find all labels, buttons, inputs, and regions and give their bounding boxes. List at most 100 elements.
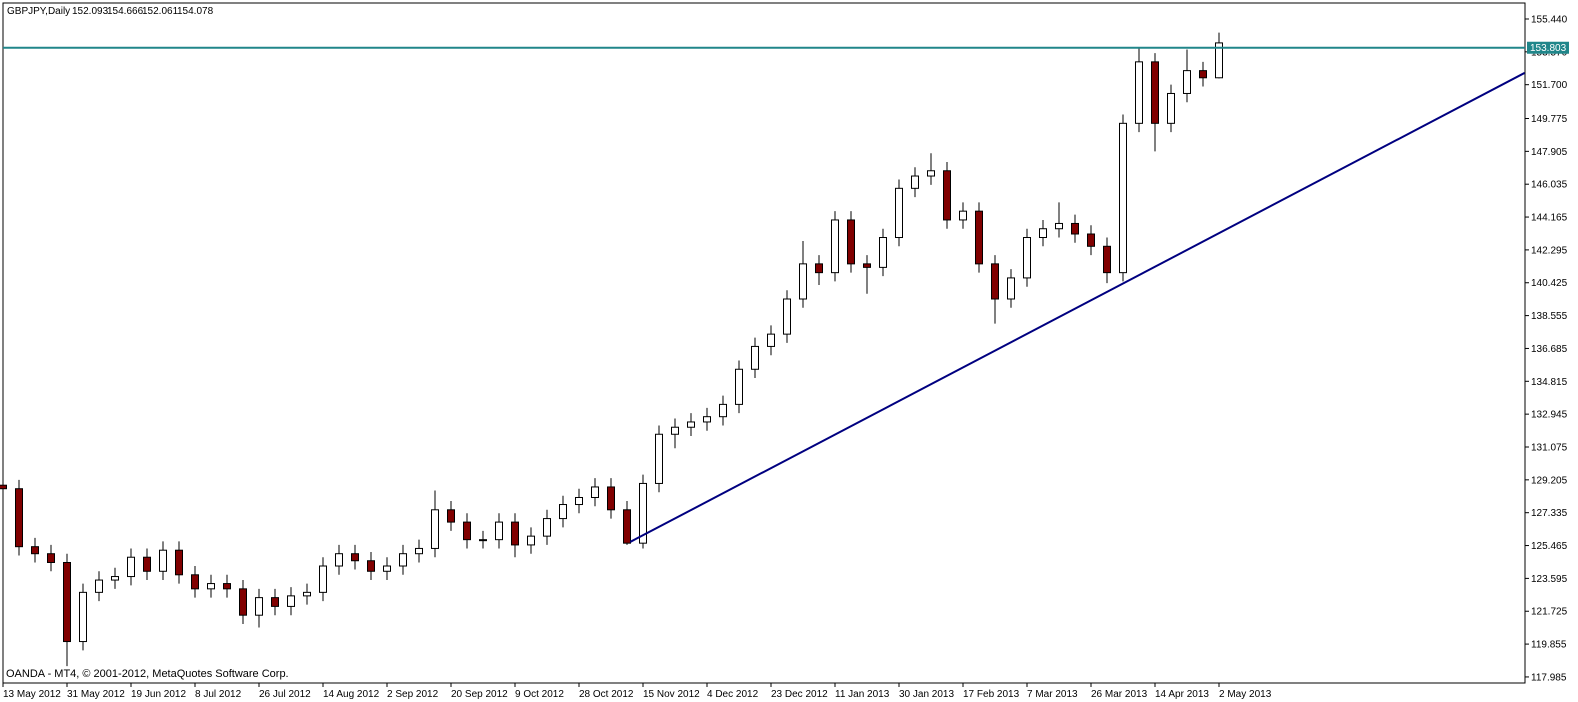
level-label-box — [1527, 41, 1569, 54]
candle-body — [831, 219, 839, 274]
candle-body — [975, 210, 983, 265]
candle-body — [399, 553, 407, 567]
y-tick-label: 147.905 — [1531, 147, 1568, 158]
candle-body — [127, 556, 135, 578]
candle-body — [159, 549, 167, 572]
x-tick-label: 2 May 2013 — [1219, 689, 1272, 700]
candle-body — [239, 588, 247, 616]
x-tick-label: 19 Jun 2012 — [131, 689, 186, 700]
candle-body — [687, 421, 695, 428]
candle-body — [879, 237, 887, 268]
x-tick-label: 4 Dec 2012 — [707, 689, 759, 700]
candle-body — [1039, 228, 1047, 239]
candle-body — [367, 560, 375, 572]
x-tick-label: 8 Jul 2012 — [195, 689, 242, 700]
candle-body — [1135, 61, 1143, 124]
x-tick-label: 28 Oct 2012 — [579, 689, 634, 700]
candle-body — [719, 403, 727, 418]
candle-body — [447, 509, 455, 523]
candle-body — [0, 484, 7, 490]
candle-body — [607, 486, 615, 511]
y-tick-label: 142.295 — [1531, 245, 1568, 256]
x-tick-label: 23 Dec 2012 — [771, 689, 828, 700]
candle-body — [1215, 42, 1223, 79]
x-tick-label: 20 Sep 2012 — [451, 689, 508, 700]
candle-body — [383, 565, 391, 572]
x-tick-label: 26 Mar 2013 — [1091, 689, 1148, 700]
y-tick-label: 144.165 — [1531, 213, 1568, 224]
ohlc-value: 154.666 — [107, 6, 144, 17]
x-tick-label: 9 Oct 2012 — [515, 689, 564, 700]
candle-body — [799, 263, 807, 300]
candle-body — [943, 170, 951, 221]
candle-body — [495, 521, 503, 541]
ohlc-value: 154.078 — [177, 6, 214, 17]
candle-body — [959, 210, 967, 221]
level-label: 153.803 — [1530, 43, 1567, 54]
candle-body — [431, 509, 439, 549]
y-tick-label: 129.205 — [1531, 475, 1568, 486]
y-tick-label: 132.945 — [1531, 410, 1568, 421]
candle-body — [1199, 70, 1207, 79]
candle-body — [575, 496, 583, 506]
candle-body — [207, 583, 215, 590]
candle-body — [479, 539, 487, 542]
ohlc-value: 152.093 — [72, 6, 109, 17]
candle-body — [559, 504, 567, 520]
x-tick-label: 7 Mar 2013 — [1027, 689, 1078, 700]
x-tick-label: 26 Jul 2012 — [259, 689, 311, 700]
footer: OANDA - MT4, © 2001-2012, MetaQuotes Sof… — [6, 668, 289, 680]
y-tick-label: 117.985 — [1531, 672, 1567, 683]
candle-body — [591, 486, 599, 498]
candle-body — [511, 521, 519, 546]
candle-body — [335, 553, 343, 567]
x-tick-label: 14 Apr 2013 — [1155, 689, 1209, 700]
x-tick-label: 14 Aug 2012 — [323, 689, 380, 700]
candle-body — [895, 187, 903, 239]
y-tick-label: 119.855 — [1531, 640, 1567, 651]
x-tick-label: 31 May 2012 — [67, 689, 125, 700]
y-tick-label: 121.725 — [1531, 607, 1568, 618]
y-tick-label: 127.335 — [1531, 508, 1568, 519]
symbol: GBPJPY,Daily — [7, 6, 70, 17]
y-tick-label: 138.555 — [1531, 311, 1568, 322]
candle-body — [1103, 245, 1111, 274]
candle-body — [1055, 222, 1063, 230]
candle-body — [143, 556, 151, 572]
ohlc-value: 152.061 — [142, 6, 179, 17]
candle-body — [1007, 277, 1015, 300]
y-tick-label: 136.685 — [1531, 344, 1568, 355]
candle-body — [271, 597, 279, 607]
candle-body — [863, 263, 871, 268]
y-tick-label: 155.440 — [1531, 14, 1568, 25]
candle-body — [847, 219, 855, 265]
candle-body — [751, 345, 759, 370]
y-tick-label: 140.425 — [1531, 278, 1568, 289]
candle-body — [1151, 61, 1159, 124]
candle-body — [735, 368, 743, 405]
candle-body — [1023, 237, 1031, 279]
candle-body — [639, 482, 647, 544]
candle-body — [1087, 233, 1095, 247]
candle-body — [767, 333, 775, 347]
candle-body — [303, 591, 311, 597]
x-tick-label: 13 May 2012 — [3, 689, 61, 700]
candle-body — [527, 535, 535, 546]
candle-body — [79, 591, 87, 643]
y-tick-label: 134.815 — [1531, 377, 1568, 388]
trendline — [629, 72, 1526, 543]
candle-body — [911, 175, 919, 189]
candle-body — [671, 426, 679, 435]
candle-body — [191, 574, 199, 590]
candle-body — [15, 488, 23, 548]
candle-body — [63, 561, 71, 643]
candle-body — [703, 416, 711, 423]
y-tick-label: 149.775 — [1531, 114, 1568, 125]
y-tick-label: 151.700 — [1531, 80, 1568, 91]
candle-body — [415, 547, 423, 555]
candle-body — [1071, 222, 1079, 235]
x-tick-label: 30 Jan 2013 — [899, 689, 954, 700]
candle-body — [255, 597, 263, 616]
y-tick-label: 123.595 — [1531, 574, 1568, 585]
